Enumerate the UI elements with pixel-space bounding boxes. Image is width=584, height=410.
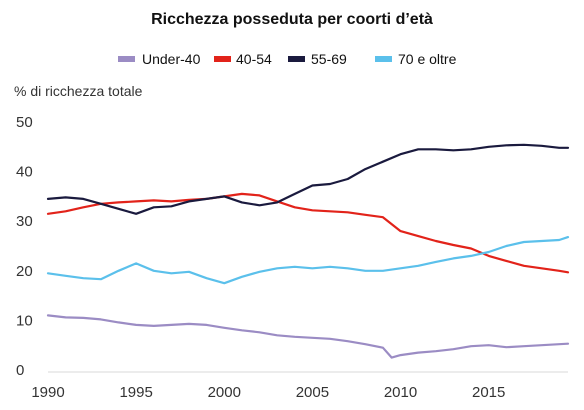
x-tick-label: 2005 — [296, 384, 329, 401]
y-tick-label: 30 — [16, 213, 33, 230]
series-group — [46, 143, 570, 359]
series-line — [46, 143, 570, 215]
legend-label: 70 e oltre — [398, 51, 457, 67]
y-tick-label: 20 — [16, 263, 33, 280]
x-axis-ticks: 1990 1995 2000 2005 2010 2015 — [31, 384, 505, 401]
x-tick-label: 2000 — [208, 384, 241, 401]
series-line — [46, 192, 570, 274]
legend-swatch — [288, 56, 305, 62]
y-tick-label: 40 — [16, 164, 33, 181]
legend: Under-40 40-54 55-69 70 e oltre — [118, 51, 457, 67]
legend-swatch — [118, 56, 135, 62]
legend-swatch — [214, 56, 231, 62]
y-tick-label: 50 — [16, 114, 33, 131]
series-line — [46, 236, 570, 285]
x-tick-label: 2015 — [472, 384, 505, 401]
legend-swatch — [375, 56, 392, 62]
x-tick-label: 1995 — [119, 384, 152, 401]
y-tick-label: 0 — [16, 362, 24, 379]
legend-label: 55-69 — [311, 51, 347, 67]
y-tick-label: 10 — [16, 312, 33, 329]
x-tick-label: 1990 — [31, 384, 64, 401]
y-axis-label: % di ricchezza totale — [14, 83, 143, 99]
legend-label: Under-40 — [142, 51, 201, 67]
x-tick-label: 2010 — [384, 384, 417, 401]
chart-title: Ricchezza posseduta per coorti d’età — [151, 11, 433, 28]
legend-label: 40-54 — [236, 51, 272, 67]
y-axis-ticks: 0 10 20 30 40 50 — [16, 114, 33, 379]
series-line — [46, 314, 570, 359]
